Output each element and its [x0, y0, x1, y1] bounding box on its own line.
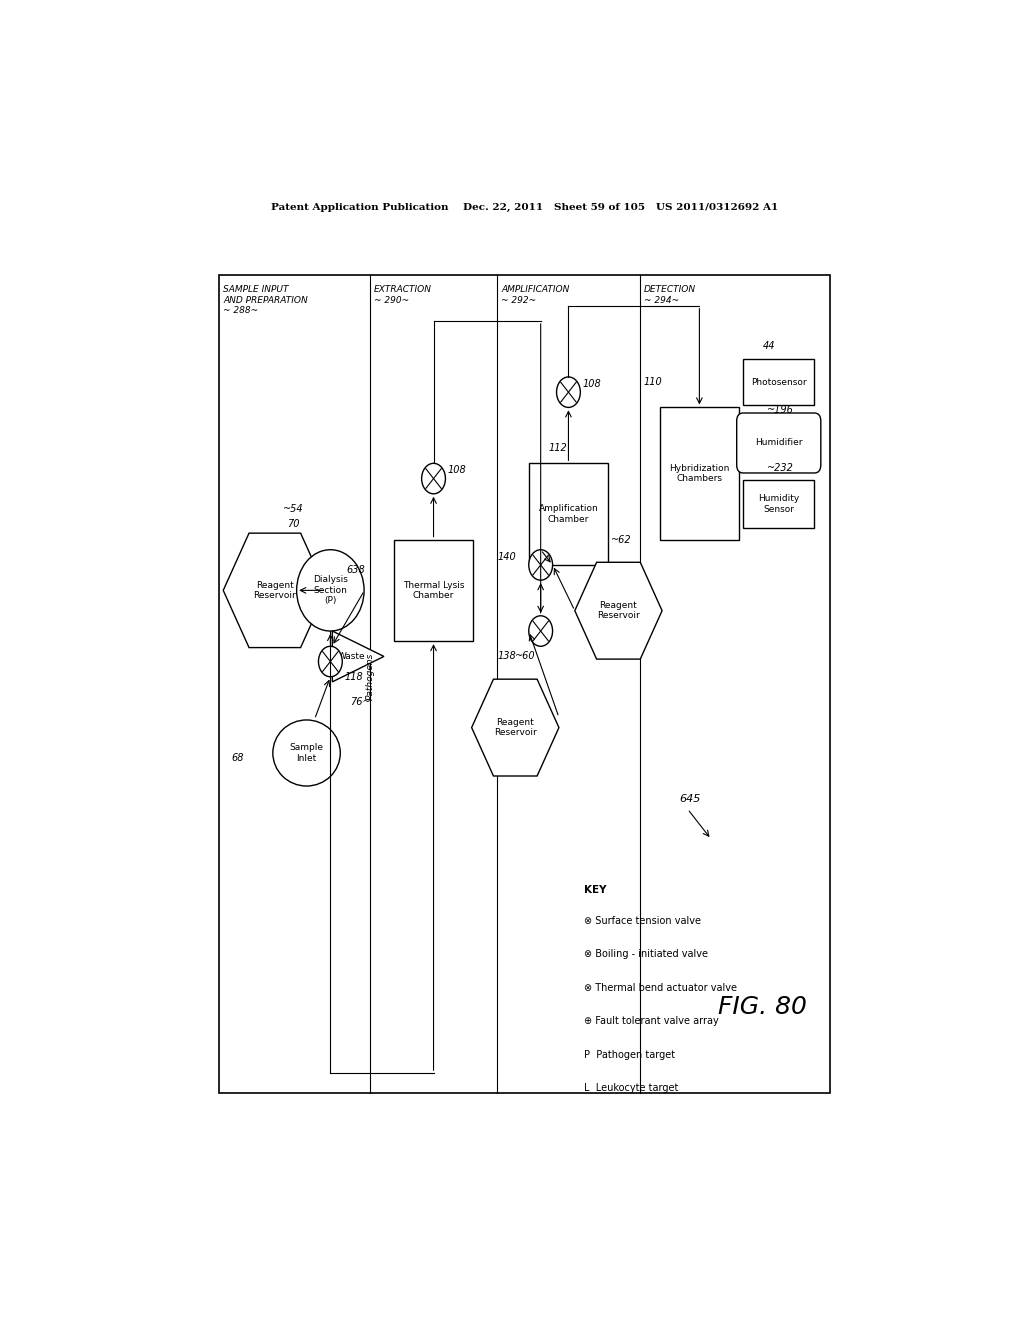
FancyBboxPatch shape — [659, 408, 739, 540]
Text: 76~: 76~ — [350, 697, 371, 708]
FancyBboxPatch shape — [528, 463, 608, 565]
Text: 68: 68 — [231, 754, 244, 763]
Text: FIG. 80: FIG. 80 — [719, 995, 807, 1019]
Ellipse shape — [297, 549, 365, 631]
FancyBboxPatch shape — [394, 540, 473, 642]
Circle shape — [422, 463, 445, 494]
Text: L  Leukocyte target: L Leukocyte target — [585, 1084, 679, 1093]
FancyBboxPatch shape — [743, 359, 814, 405]
Text: 140: 140 — [497, 552, 516, 562]
Text: 44: 44 — [763, 342, 775, 351]
Text: Patent Application Publication    Dec. 22, 2011   Sheet 59 of 105   US 2011/0312: Patent Application Publication Dec. 22, … — [271, 203, 778, 211]
Text: 638: 638 — [346, 565, 365, 576]
Text: ~60: ~60 — [515, 652, 536, 661]
Circle shape — [528, 549, 553, 581]
Text: ~62: ~62 — [610, 535, 631, 545]
Text: 108: 108 — [583, 379, 601, 389]
Text: DETECTION
~ 294~: DETECTION ~ 294~ — [644, 285, 696, 305]
FancyBboxPatch shape — [743, 479, 814, 528]
Text: Photosensor: Photosensor — [751, 378, 807, 387]
Text: P  Pathogen target: P Pathogen target — [585, 1049, 676, 1060]
Text: EXTRACTION
~ 290~: EXTRACTION ~ 290~ — [374, 285, 432, 305]
Text: SAMPLE INPUT
AND PREPARATION
~ 288~: SAMPLE INPUT AND PREPARATION ~ 288~ — [223, 285, 308, 315]
Text: ~54: ~54 — [283, 504, 303, 513]
Text: Waste: Waste — [338, 652, 366, 661]
Text: KEY: KEY — [585, 886, 607, 895]
Polygon shape — [223, 533, 327, 648]
Text: Sample
Inlet: Sample Inlet — [290, 743, 324, 763]
Text: ⊗ Surface tension valve: ⊗ Surface tension valve — [585, 916, 701, 925]
Text: Dialysis
Section
(P): Dialysis Section (P) — [313, 576, 348, 606]
Polygon shape — [574, 562, 663, 659]
Polygon shape — [472, 680, 559, 776]
Text: 108: 108 — [447, 466, 467, 475]
Text: Humidifier: Humidifier — [755, 438, 803, 447]
Text: Thermal Lysis
Chamber: Thermal Lysis Chamber — [402, 581, 464, 601]
Text: Reagent
Reservoir: Reagent Reservoir — [597, 601, 640, 620]
Ellipse shape — [272, 719, 340, 785]
FancyBboxPatch shape — [219, 276, 830, 1093]
Circle shape — [528, 615, 553, 647]
Text: ⊕ Fault tolerant valve array: ⊕ Fault tolerant valve array — [585, 1016, 719, 1026]
Text: Pathogens: Pathogens — [366, 653, 375, 701]
Text: Hybridization
Chambers: Hybridization Chambers — [670, 463, 729, 483]
Text: Reagent
Reservoir: Reagent Reservoir — [254, 581, 296, 601]
Text: 110: 110 — [644, 378, 663, 387]
Text: 138: 138 — [497, 652, 516, 661]
Text: ~232: ~232 — [767, 463, 794, 474]
FancyBboxPatch shape — [736, 413, 821, 473]
Text: ⊗ Thermal bend actuator valve: ⊗ Thermal bend actuator valve — [585, 982, 737, 993]
Circle shape — [318, 647, 342, 677]
Text: Humidity
Sensor: Humidity Sensor — [758, 494, 800, 513]
Text: Reagent
Reservoir: Reagent Reservoir — [494, 718, 537, 738]
Text: AMPLIFICATION
~ 292~: AMPLIFICATION ~ 292~ — [501, 285, 569, 305]
Text: Amplification
Chamber: Amplification Chamber — [539, 504, 598, 524]
Text: 112: 112 — [549, 444, 567, 453]
Text: 645: 645 — [680, 793, 700, 804]
Circle shape — [557, 378, 581, 408]
Text: 118: 118 — [345, 672, 364, 681]
Text: ⊗ Boiling - initiated valve: ⊗ Boiling - initiated valve — [585, 949, 709, 960]
Polygon shape — [333, 631, 384, 682]
Text: ~196: ~196 — [767, 405, 794, 416]
Text: 70: 70 — [287, 519, 299, 529]
